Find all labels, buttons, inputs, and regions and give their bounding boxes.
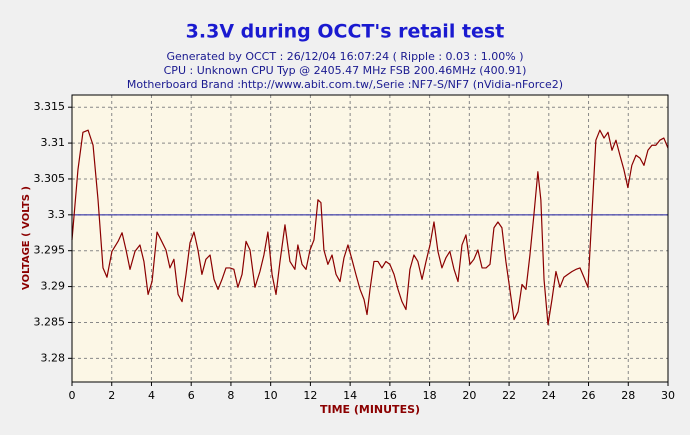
y-tick-label: 3.295: [34, 244, 66, 257]
subtitle: Motherboard Brand :http://www.abit.com.t…: [127, 78, 563, 91]
y-tick-label: 3.305: [34, 172, 66, 185]
x-tick-label: 10: [264, 389, 278, 402]
x-tick-label: 22: [502, 389, 516, 402]
x-tick-label: 2: [108, 389, 115, 402]
y-axis-label: VOLTAGE ( VOLTS ): [21, 186, 32, 290]
x-tick-label: 28: [621, 389, 635, 402]
x-tick-label: 12: [303, 389, 317, 402]
chart-title: 3.3V during OCCT's retail test: [186, 21, 505, 43]
subtitle: Generated by OCCT : 26/12/04 16:07:24 ( …: [167, 50, 524, 63]
y-tick-label: 3.29: [41, 280, 66, 293]
subtitle: CPU : Unknown CPU Typ @ 2405.47 MHz FSB …: [164, 64, 527, 77]
x-tick-label: 6: [188, 389, 195, 402]
x-tick-label: 24: [542, 389, 556, 402]
x-tick-label: 18: [423, 389, 437, 402]
x-tick-label: 26: [582, 389, 596, 402]
x-tick-label: 4: [148, 389, 155, 402]
x-axis-label: TIME (MINUTES): [320, 403, 420, 416]
x-tick-label: 20: [462, 389, 476, 402]
y-tick-label: 3.31: [41, 136, 66, 149]
y-tick-label: 3.315: [34, 100, 66, 113]
y-tick-label: 3.285: [34, 315, 66, 328]
x-tick-label: 0: [69, 389, 76, 402]
x-tick-label: 14: [343, 389, 357, 402]
y-tick-label: 3.3: [48, 208, 66, 221]
plot-frame: [71, 94, 669, 383]
x-tick-label: 16: [383, 389, 397, 402]
plot-area: [72, 95, 668, 382]
data-line: [71, 129, 669, 326]
x-tick-label: 8: [227, 389, 234, 402]
y-tick-label: 3.28: [41, 351, 66, 364]
x-tick-label: 30: [661, 389, 675, 402]
